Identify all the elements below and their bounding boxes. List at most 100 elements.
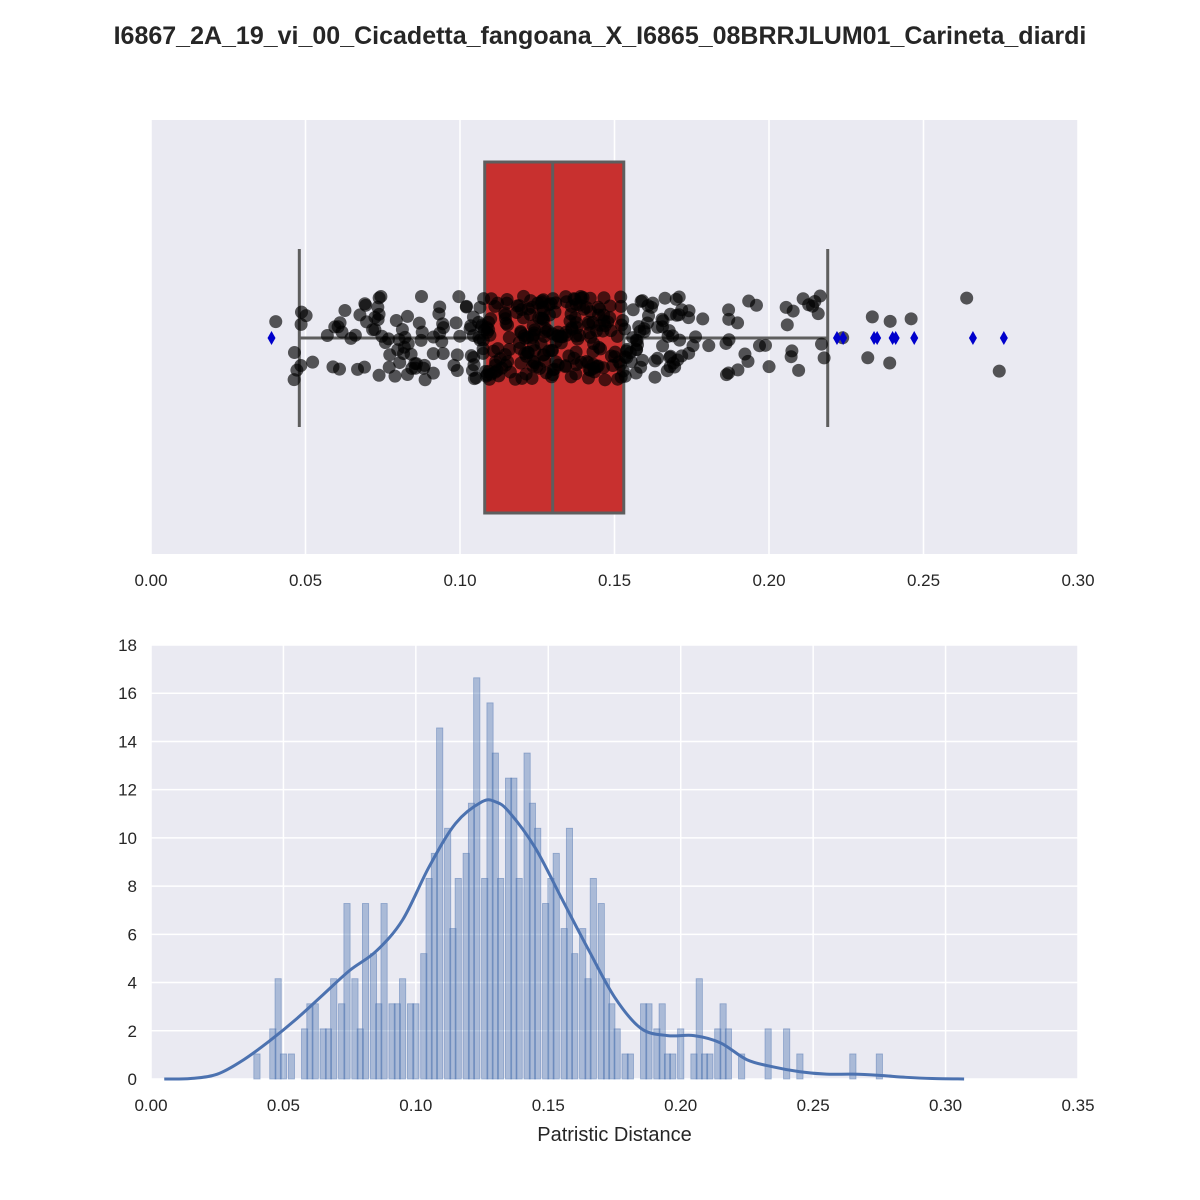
hist-x-tick-label: 0.20 [664,1096,697,1115]
strip-point [374,289,388,303]
hist-bar [621,1053,629,1080]
strip-point [637,325,651,339]
box-x-tick-label: 0.30 [1061,571,1094,590]
hist-bar [764,1028,772,1080]
box-outlier-marker [267,331,276,345]
hist-bar [645,1003,653,1080]
strip-point [669,292,683,306]
hist-bar [454,877,462,1080]
strip-point [696,312,710,326]
strip-point [525,371,539,385]
hist-bar [783,1028,791,1080]
hist-bar [579,928,587,1080]
strip-point [624,355,638,369]
hist-bar [343,903,351,1080]
hist-bar [362,903,370,1080]
strip-point [388,369,402,383]
strip-point [581,315,595,329]
hist-bar [515,877,523,1080]
hist-bar [523,752,531,1080]
strip-point [817,351,831,365]
strip-point [645,300,659,314]
strip-point [467,358,481,372]
hist-bar [393,1003,401,1080]
hist-bar [608,1003,616,1080]
hist-bar [849,1053,857,1080]
hist-plot-area [151,645,1078,1079]
strip-point [614,299,628,313]
hist-bar [486,702,494,1080]
strip-point [401,337,415,351]
strip-point [348,328,362,342]
strip-point [450,348,464,362]
strip-point [459,299,473,313]
strip-point [466,310,480,324]
strip-point [648,370,662,384]
hist-bar [430,852,438,1080]
strip-point [338,304,352,318]
strip-point [626,303,640,317]
strip-point [865,310,879,324]
strip-point [382,332,396,346]
strip-point [372,368,386,382]
strip-point [738,347,752,361]
hist-bar [613,1028,621,1080]
strip-point [682,304,696,318]
hist-y-tick-label: 6 [128,925,137,944]
strip-point [904,312,918,326]
strip-point [635,353,649,367]
box-x-tick-label: 0.05 [289,571,322,590]
strip-point [569,367,583,381]
hist-bar [449,928,457,1080]
strip-point [436,347,450,361]
hist-bar [274,978,282,1080]
hist-bar [311,1003,319,1080]
hist-bar [597,903,605,1080]
strip-point [426,347,440,361]
strip-point [488,299,502,313]
strip-point [501,355,515,369]
strip-point [603,299,617,313]
strip-point [780,318,794,332]
strip-point [658,291,672,305]
strip-point [785,344,799,358]
strip-point [630,334,644,348]
strip-point [299,309,313,323]
hist-bar [467,802,476,1080]
strip-point [758,338,772,352]
strip-point [594,342,608,356]
hist-bar [677,1028,685,1080]
kde-line [164,798,965,1081]
strip-point [731,363,745,377]
strip-point [372,307,386,321]
strip-point [449,316,463,330]
hist-bar [714,1028,722,1080]
strip-point [476,342,490,356]
hist-bar [497,877,505,1080]
hist-x-tick-label: 0.05 [267,1096,300,1115]
strip-point [542,308,556,322]
strip-point [333,362,347,376]
hist-bar [603,978,611,1080]
hist-bar [505,777,513,1080]
strip-point [598,373,612,387]
strip-point [358,297,372,311]
hist-y-tick-label: 14 [118,732,137,751]
hist-bar [571,953,579,1080]
hist-bar [542,903,550,1080]
hist-bar [552,852,560,1080]
hist-bar [253,1053,261,1080]
hist-x-tick-label: 0.25 [797,1096,830,1115]
strip-point [414,289,428,303]
hist-bar [269,1028,277,1080]
hist-x-axis-label: Patristic Distance [537,1124,692,1146]
strip-point [412,316,426,330]
strip-point [499,316,513,330]
hist-x-tick-label: 0.30 [929,1096,962,1115]
strip-point [762,360,776,374]
hist-bar [279,1053,287,1080]
hist-bar [669,1053,677,1080]
strip-point [731,316,745,330]
hist-bar [528,802,536,1080]
hist-bar [380,903,388,1080]
